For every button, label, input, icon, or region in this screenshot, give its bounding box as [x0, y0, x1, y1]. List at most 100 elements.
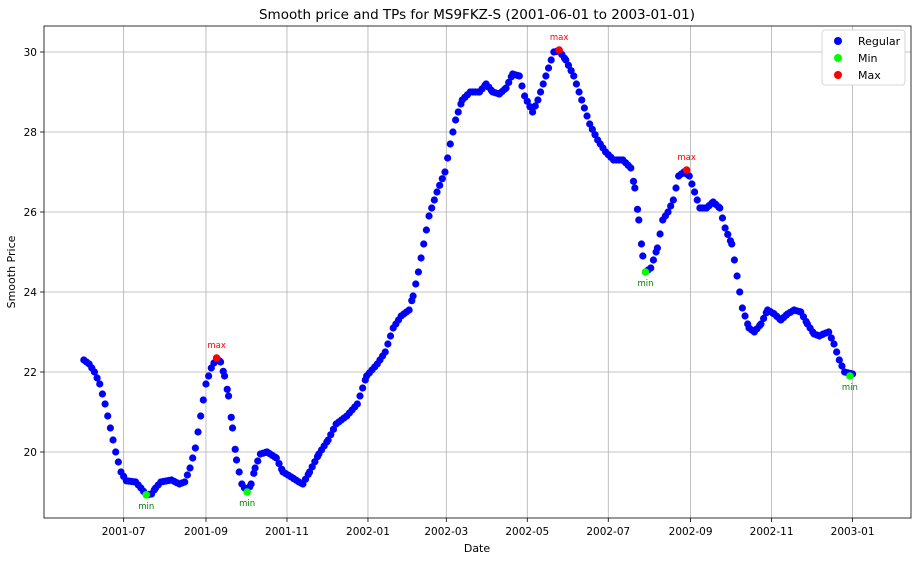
regular-point — [588, 125, 596, 133]
regular-point — [635, 216, 643, 224]
regular-point — [833, 348, 841, 356]
regular-point — [327, 431, 335, 439]
x-tick-label: 2001-09 — [184, 526, 228, 538]
regular-point — [96, 380, 104, 388]
regular-point — [718, 214, 727, 222]
regular-point — [430, 196, 438, 204]
regular-point — [583, 112, 591, 120]
regular-point — [205, 372, 213, 380]
regular-point — [90, 368, 99, 376]
x-tick-label: 2002-01 — [346, 526, 390, 538]
regular-point — [631, 184, 639, 192]
regular-point — [202, 380, 210, 388]
regular-point — [721, 224, 729, 232]
regular-point — [647, 264, 655, 272]
regular-point — [690, 188, 699, 196]
turning-point-annotations: min min min min max max max — [138, 33, 858, 512]
regular-point — [633, 205, 642, 213]
max-point — [212, 354, 221, 362]
regular-point — [197, 412, 205, 420]
regular-point — [186, 464, 194, 472]
regular-point — [251, 464, 259, 472]
min-annotation: min — [842, 383, 858, 393]
max-annotation: max — [550, 33, 569, 43]
regular-point — [627, 164, 635, 172]
regular-point — [220, 372, 229, 380]
regular-point — [667, 202, 675, 210]
regular-point — [104, 412, 112, 420]
max-point — [682, 166, 691, 174]
x-tick-label: 2003-01 — [831, 526, 875, 538]
regular-point — [428, 204, 436, 212]
regular-point — [444, 154, 452, 162]
regular-point — [724, 230, 732, 238]
regular-point — [547, 56, 555, 64]
regular-point — [733, 272, 741, 280]
max-annotation: max — [207, 341, 226, 351]
regular-point — [518, 82, 526, 90]
regular-point — [591, 131, 599, 139]
regular-point — [526, 103, 534, 111]
y-tick-label: 22 — [24, 367, 37, 379]
regular-point — [409, 292, 417, 300]
regular-point — [639, 252, 647, 260]
regular-point — [827, 334, 835, 342]
regular-point — [194, 428, 202, 436]
regular-point — [101, 400, 109, 408]
plot-frame — [43, 25, 912, 519]
x-tick-label: 2002-11 — [750, 526, 794, 538]
legend-marker — [834, 37, 842, 45]
legend-label: Max — [858, 69, 881, 82]
regular-point — [183, 471, 191, 479]
min-point — [846, 372, 854, 380]
regular-point — [741, 312, 749, 320]
regular-point — [736, 288, 744, 296]
y-tick-label: 26 — [24, 207, 38, 219]
regular-point — [417, 254, 425, 262]
regular-point — [656, 230, 664, 238]
data-points — [80, 46, 857, 499]
regular-point — [106, 424, 114, 432]
regular-point — [224, 392, 233, 400]
regular-point — [728, 240, 736, 248]
regular-point — [420, 240, 428, 248]
regular-point — [570, 72, 578, 80]
regular-point — [580, 104, 588, 112]
regular-point — [738, 304, 746, 312]
regular-point — [449, 128, 457, 136]
x-tick-label: 2002-07 — [586, 526, 630, 538]
regular-point — [544, 64, 553, 72]
regular-point — [534, 96, 542, 104]
min-point — [243, 488, 251, 496]
min-annotation: min — [637, 279, 653, 289]
regular-point — [515, 72, 523, 80]
regular-point — [838, 362, 846, 370]
y-tick-label: 20 — [24, 447, 37, 459]
regular-point — [275, 460, 283, 468]
legend-label: Min — [858, 52, 878, 65]
regular-point — [93, 374, 101, 382]
min-point — [641, 268, 650, 276]
max-point — [555, 46, 563, 54]
regular-point — [629, 177, 638, 185]
regular-point — [454, 108, 462, 116]
regular-point — [730, 256, 739, 264]
regular-point — [539, 80, 547, 88]
axis-ticks: 2001-07 2001-09 2001-11 2002-01 2002-03 2002-… — [24, 47, 875, 538]
grid — [44, 26, 911, 518]
regular-point — [835, 356, 843, 364]
regular-point — [112, 448, 120, 456]
regular-point — [688, 180, 696, 188]
chart-title: Smooth price and TPs for MS9FKZ-S (2001-… — [259, 7, 695, 23]
regular-point — [523, 97, 531, 105]
regular-point — [356, 392, 364, 400]
regular-point — [109, 436, 117, 444]
regular-point — [254, 457, 262, 465]
regular-point — [181, 478, 189, 486]
regular-point — [649, 256, 658, 264]
y-axis-label: Smooth Price — [5, 235, 18, 308]
regular-point — [231, 445, 239, 453]
regular-point — [98, 390, 107, 398]
legend: Regular Min Max — [821, 29, 906, 86]
